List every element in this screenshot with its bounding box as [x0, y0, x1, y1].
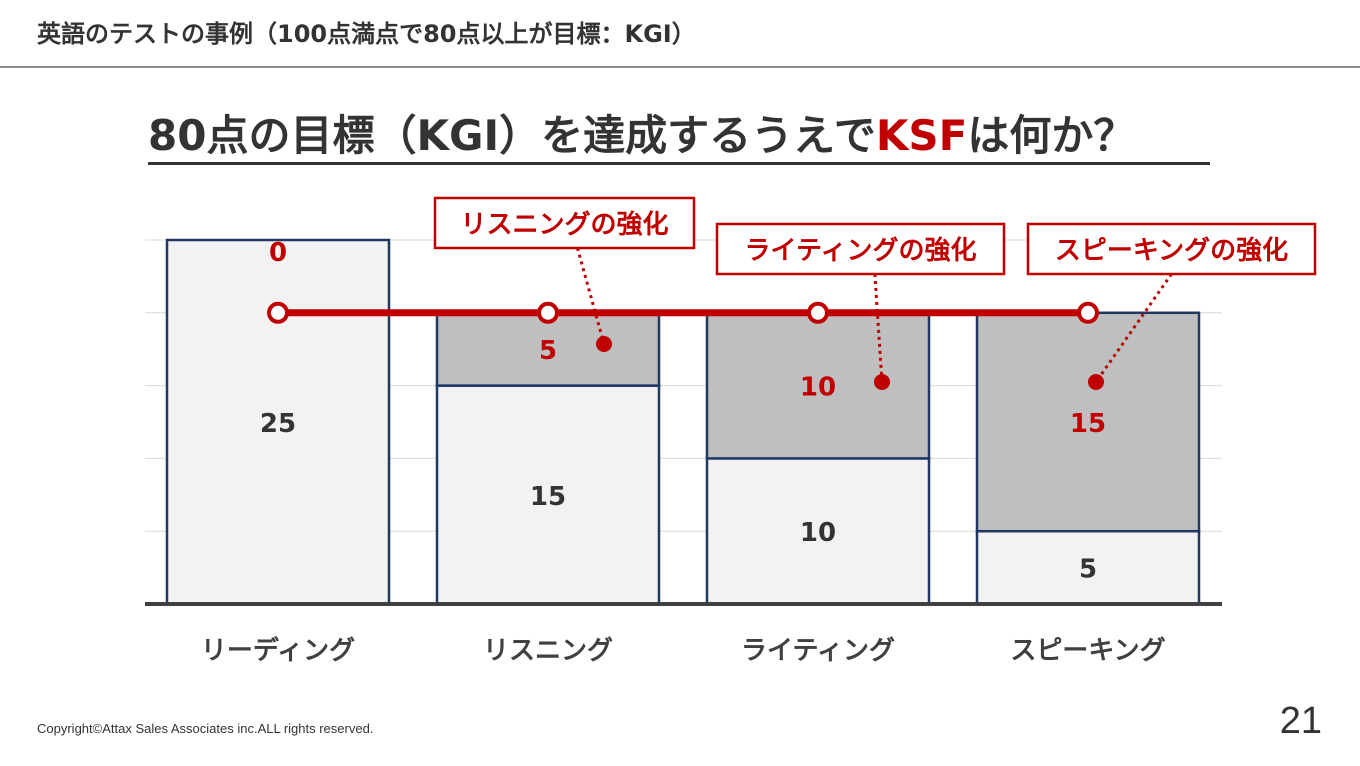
- callout-leader: [1094, 273, 1173, 383]
- bar-stack-value-label: 15: [1070, 409, 1106, 439]
- bar-base-value-label: 25: [260, 409, 296, 439]
- bar-base-value-label: 10: [800, 518, 836, 548]
- callout-box: [1026, 222, 1317, 276]
- callout-label: スピーキングの強化: [1055, 236, 1288, 266]
- target-marker: [537, 301, 559, 324]
- target-marker: [267, 301, 289, 324]
- target-marker: [1077, 301, 1099, 324]
- bar-stack-value-label: 10: [800, 373, 836, 403]
- callout-box: [715, 222, 1006, 276]
- category-label: ライティング: [741, 636, 895, 666]
- callout-label: リスニングの強化: [460, 210, 668, 240]
- callout-dot: [596, 336, 612, 352]
- bar-stack-segment: [975, 311, 1201, 533]
- bar-stack-value-label: 5: [539, 336, 557, 366]
- bar-base-segment: [975, 529, 1201, 606]
- bar-stack-value-label: 0: [269, 238, 287, 268]
- category-label: リーディング: [201, 635, 355, 666]
- target-marker: [807, 301, 829, 324]
- bar-base-value-label: 5: [1079, 555, 1097, 585]
- main-heading: 80点の目標（KGI）を達成するうえでKSFは何か？: [148, 110, 1210, 165]
- category-label: リスニング: [483, 636, 613, 666]
- main-heading-suffix: は何か？: [967, 111, 1136, 160]
- header-title: 英語のテストの事例（100点満点で80点以上が目標：KGI）: [37, 20, 696, 48]
- category-label: スピーキング: [1010, 636, 1165, 666]
- callout-dot: [1088, 374, 1104, 390]
- bar-base-value-label: 15: [530, 482, 566, 512]
- main-heading-accent: KSF: [875, 111, 968, 160]
- callout-dot: [874, 374, 890, 390]
- callout-leader: [576, 247, 606, 345]
- bar-base-segment: [705, 457, 931, 606]
- header-divider: [0, 66, 1360, 68]
- page-number: 21: [1279, 700, 1322, 742]
- callout-label: ライティングの強化: [745, 236, 977, 266]
- main-heading-prefix: 80点の目標（KGI）を達成するうえで: [148, 111, 876, 160]
- callout-box: [433, 196, 696, 250]
- footer-copyright: Copyright©Attax Sales Associates inc.ALL…: [37, 721, 374, 736]
